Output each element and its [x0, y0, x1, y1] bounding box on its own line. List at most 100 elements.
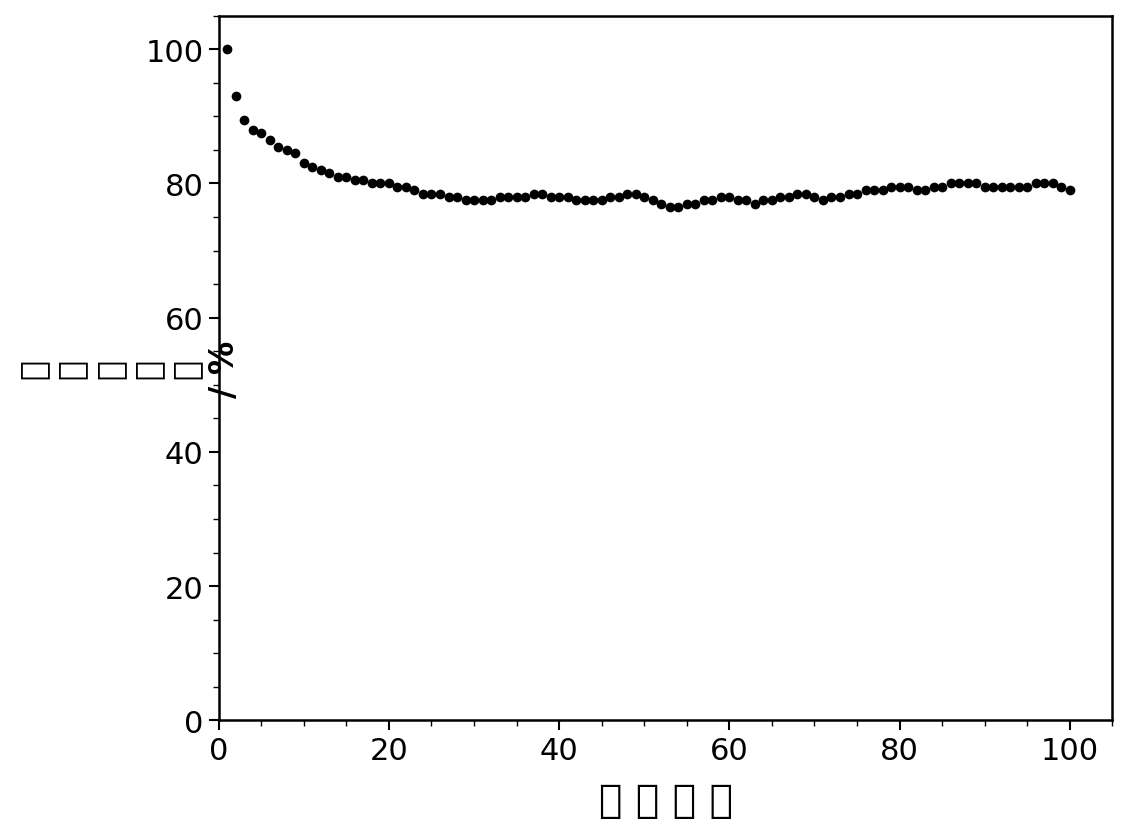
Point — [338, 171, 356, 184]
Point — [584, 194, 602, 207]
Point — [780, 191, 798, 204]
Point — [465, 194, 483, 207]
Point — [891, 181, 909, 194]
Point — [261, 134, 279, 147]
Point — [694, 194, 712, 207]
Point — [644, 194, 662, 207]
Point — [959, 177, 977, 191]
Point — [933, 181, 951, 194]
Point — [669, 201, 688, 214]
Point — [270, 140, 288, 154]
Point — [456, 194, 474, 207]
Point — [405, 184, 423, 197]
Point — [593, 194, 611, 207]
Point — [312, 164, 330, 177]
Point — [1018, 181, 1036, 194]
Point — [771, 191, 789, 204]
Point — [550, 191, 568, 204]
Point — [380, 177, 399, 191]
Point — [992, 181, 1010, 194]
Point — [362, 177, 380, 191]
Point — [508, 191, 526, 204]
Point — [942, 177, 960, 191]
Point — [329, 171, 347, 184]
Point — [865, 184, 883, 197]
Point — [287, 147, 305, 161]
Point — [831, 191, 849, 204]
Point — [899, 181, 917, 194]
Point — [703, 194, 721, 207]
Point — [840, 187, 858, 201]
Y-axis label: 容
量
保
持
率
/ %: 容 量 保 持 率 / % — [17, 340, 240, 397]
Point — [746, 197, 764, 211]
Point — [1009, 181, 1027, 194]
Point — [499, 191, 517, 204]
Point — [397, 181, 415, 194]
Point — [482, 194, 500, 207]
Point — [345, 174, 364, 187]
Point — [388, 181, 406, 194]
Point — [610, 191, 628, 204]
Point — [711, 191, 729, 204]
Point — [653, 197, 671, 211]
Point — [984, 181, 1003, 194]
Point — [882, 181, 900, 194]
Point — [1043, 177, 1061, 191]
Point — [754, 194, 772, 207]
Point — [516, 191, 534, 204]
Point — [1001, 181, 1019, 194]
Point — [533, 187, 551, 201]
Point — [218, 43, 236, 57]
Point — [660, 201, 679, 214]
Point — [797, 187, 815, 201]
Point — [951, 177, 969, 191]
Point — [321, 167, 339, 181]
Point — [1035, 177, 1053, 191]
Point — [227, 90, 245, 104]
Point — [295, 157, 313, 171]
Point — [908, 184, 926, 197]
Point — [857, 184, 875, 197]
Point — [431, 187, 449, 201]
Point — [1026, 177, 1044, 191]
Point — [559, 191, 577, 204]
Point — [473, 194, 491, 207]
Point — [975, 181, 994, 194]
Point — [448, 191, 466, 204]
Point — [848, 187, 866, 201]
Point — [567, 194, 585, 207]
X-axis label: 循 环 次 数: 循 环 次 数 — [598, 782, 733, 819]
Point — [1061, 184, 1079, 197]
Point — [619, 187, 637, 201]
Point — [576, 194, 594, 207]
Point — [686, 197, 704, 211]
Point — [822, 191, 840, 204]
Point — [814, 194, 832, 207]
Point — [235, 114, 253, 127]
Point — [304, 161, 322, 174]
Point — [439, 191, 457, 204]
Point — [925, 181, 943, 194]
Point — [788, 187, 806, 201]
Point — [636, 191, 654, 204]
Point — [763, 194, 781, 207]
Point — [371, 177, 390, 191]
Point — [968, 177, 986, 191]
Point — [355, 174, 373, 187]
Point — [729, 194, 747, 207]
Point — [916, 184, 934, 197]
Point — [805, 191, 823, 204]
Point — [1052, 181, 1070, 194]
Point — [627, 187, 645, 201]
Point — [720, 191, 738, 204]
Point — [414, 187, 432, 201]
Point — [737, 194, 755, 207]
Point — [490, 191, 508, 204]
Point — [874, 184, 892, 197]
Point — [252, 127, 270, 140]
Point — [677, 197, 695, 211]
Point — [278, 144, 296, 157]
Point — [525, 187, 543, 201]
Point — [542, 191, 560, 204]
Point — [244, 124, 262, 137]
